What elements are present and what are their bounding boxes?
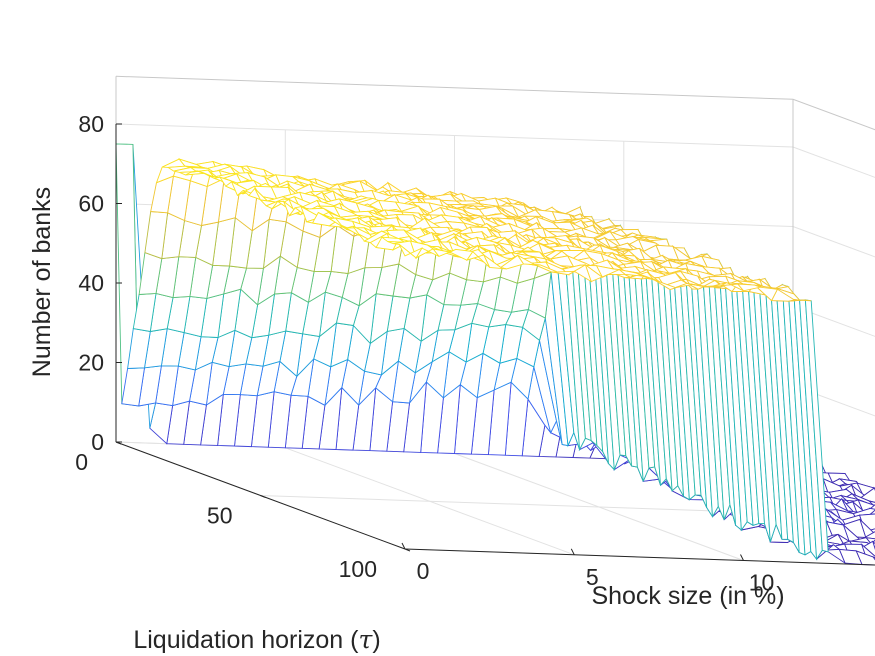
x-axis-label: Shock size (in %): [591, 582, 784, 610]
y-tick-label: 100: [339, 556, 377, 582]
z-tick-label: 60: [78, 191, 104, 217]
x-tick-label: 5: [586, 564, 599, 590]
x-tick-mark: [570, 548, 575, 556]
z-tick-label: 0: [91, 429, 104, 455]
y-tick-mark: [260, 495, 266, 498]
y-tick-mark: [115, 441, 122, 445]
y-tick-label: 50: [207, 503, 233, 529]
z-tick-label: 40: [78, 270, 104, 296]
box-edge: [115, 75, 875, 131]
y-axis-ticks: 0 50 100: [75, 441, 411, 582]
x-tick-mark: [401, 542, 406, 550]
surface-cell: [398, 244, 424, 259]
y-tick-label: 0: [75, 449, 88, 475]
x-axis-ticks: 05101520: [401, 542, 775, 596]
z-tick-label: 80: [78, 111, 104, 137]
surface-mesh: [115, 143, 875, 566]
y-axis-label: Liquidation horizon (τ): [133, 625, 380, 654]
y-tick-mark: [404, 548, 411, 552]
z-axis-ticks: 0 20 40 60 80: [78, 111, 122, 455]
z-axis-label: Number of banks: [28, 187, 56, 377]
x-tick-label: 0: [417, 558, 430, 584]
z-tick-label: 20: [78, 350, 104, 376]
x-tick-mark: [740, 554, 744, 561]
x-tick-label: 10: [749, 570, 775, 596]
